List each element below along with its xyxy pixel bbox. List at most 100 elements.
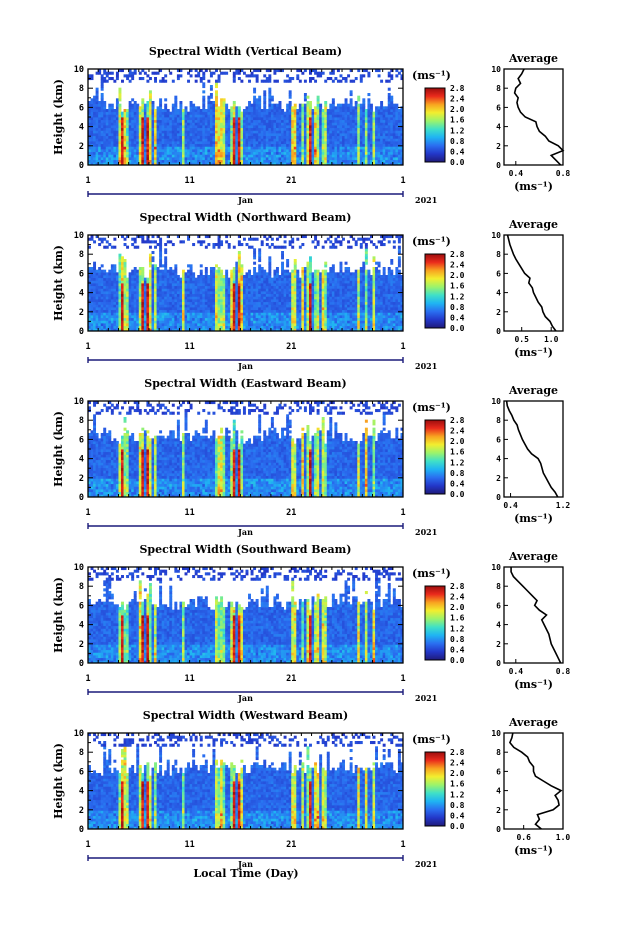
heatmap-cell	[202, 277, 206, 281]
heatmap-cell	[179, 69, 183, 73]
heatmap-cell	[151, 301, 155, 305]
heatmap-cell	[194, 111, 198, 115]
heatmap-cell	[148, 261, 152, 265]
heatmap-cell	[184, 109, 188, 113]
heatmap-cell	[159, 240, 163, 244]
heatmap-cell	[217, 111, 221, 115]
heatmap-cell	[141, 119, 145, 123]
heatmap-cell	[230, 157, 234, 161]
heatmap-cell	[232, 301, 236, 305]
heatmap-cell	[88, 162, 91, 166]
heatmap-cell	[230, 149, 234, 153]
heatmap-cell	[148, 312, 152, 316]
heatmap-cell	[255, 307, 259, 311]
heatmap-cell	[309, 130, 312, 134]
heatmap-cell	[166, 162, 170, 166]
heatmap-cell	[88, 277, 91, 281]
heatmap-cell	[220, 109, 224, 113]
heatmap-cell	[273, 151, 277, 155]
heatmap-cell	[227, 320, 231, 324]
heatmap-cell	[202, 301, 206, 305]
heatmap-cell	[131, 275, 135, 279]
heatmap-cell	[235, 275, 239, 279]
heatmap-cell	[88, 299, 91, 303]
heatmap-cell	[93, 307, 97, 311]
heatmap-cell	[227, 149, 231, 153]
heatmap-cell	[296, 117, 300, 121]
heatmap-cell	[133, 312, 137, 316]
heatmap-cell	[255, 309, 259, 313]
heatmap-cell	[237, 119, 241, 123]
heatmap-cell	[293, 162, 297, 166]
heatmap-cell	[220, 149, 224, 153]
heatmap-cell	[123, 315, 127, 319]
heatmap-cell	[202, 109, 206, 113]
heatmap-cell	[342, 119, 345, 123]
heatmap-cell	[95, 149, 99, 153]
heatmap-cell	[268, 138, 272, 142]
heatmap-cell	[286, 130, 290, 134]
heatmap-cell	[329, 149, 333, 153]
heatmap-cell	[179, 143, 183, 147]
heatmap-cell	[179, 141, 183, 145]
heatmap-cell	[369, 146, 373, 150]
heatmap-cell	[270, 106, 274, 110]
heatmap-cell	[237, 296, 241, 300]
heatmap-cell	[400, 130, 404, 134]
heatmap-cell	[400, 146, 404, 150]
heatmap-cell	[161, 117, 165, 121]
heatmap-cell	[255, 98, 259, 102]
heatmap-cell	[268, 159, 272, 163]
heatmap-cell	[217, 151, 221, 155]
heatmap-cell	[331, 122, 335, 126]
heatmap-cell	[237, 277, 241, 281]
heatmap-cell	[166, 138, 170, 142]
heatmap-cell	[108, 106, 112, 110]
heatmap-cell	[255, 74, 259, 78]
heatmap-cell	[159, 135, 163, 139]
heatmap-cell	[148, 269, 152, 273]
heatmap-cell	[88, 141, 91, 145]
heatmap-cell	[316, 122, 320, 126]
heatmap-cell	[148, 111, 152, 115]
heatmap-cell	[136, 312, 140, 316]
heatmap-cell	[324, 135, 328, 139]
heatmap-cell	[90, 301, 94, 305]
heatmap-cell	[151, 119, 155, 123]
heatmap-cell	[199, 309, 203, 313]
heatmap-cell	[227, 109, 231, 113]
heatmap-cell	[184, 162, 188, 166]
heatmap-cell	[306, 114, 310, 118]
heatmap-cell	[148, 325, 152, 329]
heatmap-cell	[88, 74, 91, 78]
heatmap-cell	[194, 133, 198, 137]
heatmap-cell	[169, 285, 173, 289]
heatmap-cell	[146, 133, 150, 137]
heatmap-cell	[258, 159, 262, 163]
heatmap-cell	[133, 119, 137, 123]
heatmap-cell	[121, 114, 124, 118]
heatmap-cell	[250, 291, 254, 295]
heatmap-cell	[110, 277, 114, 281]
heatmap-cell	[263, 103, 267, 107]
heatmap-cell	[354, 77, 358, 81]
heatmap-cell	[207, 291, 211, 295]
heatmap-cell	[265, 154, 269, 158]
heatmap-cell	[118, 149, 122, 153]
heatmap-cell	[253, 301, 257, 305]
heatmap-cell	[268, 146, 272, 150]
heatmap-cell	[181, 109, 185, 113]
heatmap-cell	[253, 106, 257, 110]
heatmap-cell	[359, 106, 363, 110]
heatmap-cell	[169, 151, 173, 155]
heatmap-cell	[156, 157, 160, 161]
heatmap-cell	[103, 325, 107, 329]
heatmap-cell	[133, 288, 137, 292]
heatmap-cell	[222, 301, 226, 305]
chart-panel-1: Spectral Width (Vertical Beam)1086420Hei…	[52, 45, 570, 205]
heatmap-cell	[242, 293, 246, 297]
heatmap-cell	[141, 159, 145, 163]
heatmap-cell	[194, 146, 198, 150]
heatmap-cell	[133, 307, 137, 311]
heatmap-cell	[212, 151, 216, 155]
